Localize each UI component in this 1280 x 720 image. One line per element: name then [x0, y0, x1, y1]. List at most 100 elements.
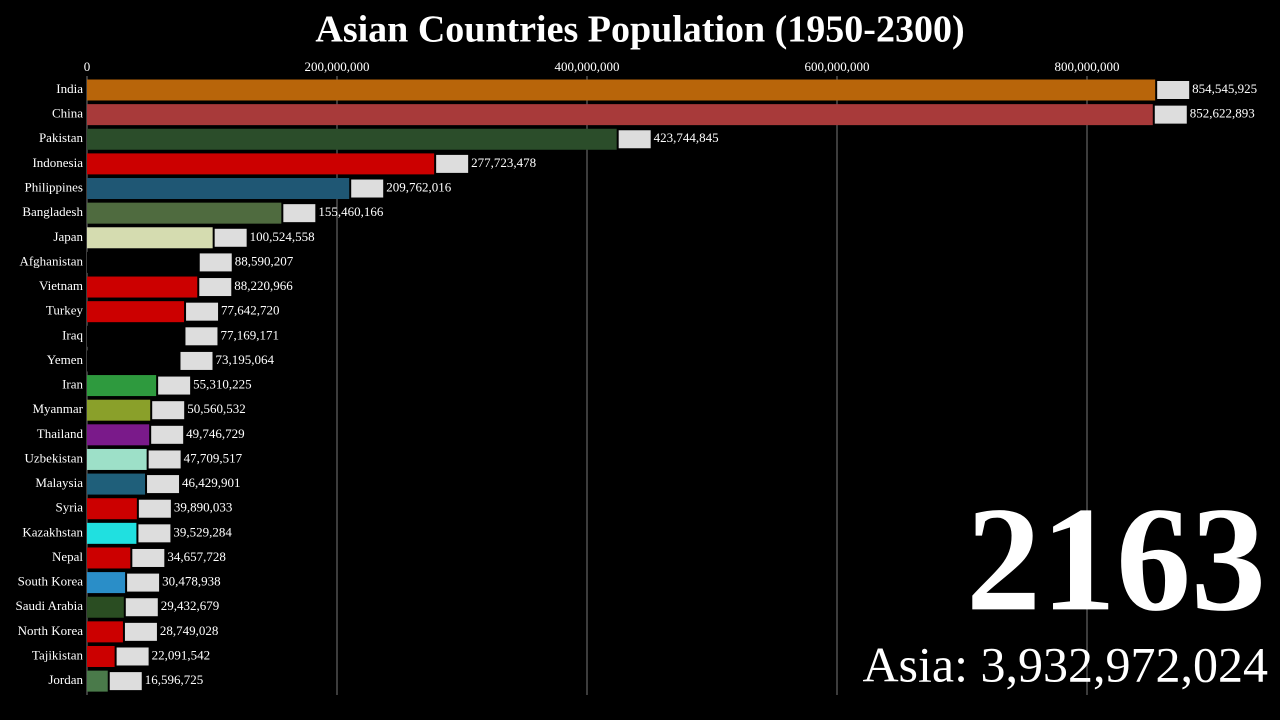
bar: [87, 670, 108, 692]
x-tick-label: 800,000,000: [1055, 59, 1120, 74]
y-tick-label: Japan: [53, 229, 83, 244]
value-label: 77,642,720: [221, 303, 280, 318]
bar: [87, 276, 198, 298]
bar: [87, 473, 146, 495]
bar: [87, 498, 137, 520]
y-tick-label: Malaysia: [35, 475, 83, 490]
flag: [124, 622, 157, 641]
x-tick-label: 600,000,000: [805, 59, 870, 74]
y-tick-label: Nepal: [52, 549, 83, 564]
value-label: 39,890,033: [174, 500, 233, 515]
flag: [158, 376, 191, 395]
flag: [214, 228, 247, 247]
flag: [199, 278, 232, 297]
value-label: 209,762,016: [386, 180, 452, 195]
flag: [180, 351, 213, 370]
y-tick-label: Vietnam: [39, 278, 83, 293]
value-label: 854,545,925: [1192, 81, 1257, 96]
bar: [87, 79, 1156, 101]
value-label: 423,744,845: [654, 130, 719, 145]
y-tick-label: Bangladesh: [22, 204, 83, 219]
bar: [87, 153, 435, 175]
flag: [1157, 81, 1190, 99]
bar: [87, 202, 282, 224]
y-tick-label: Myanmar: [32, 401, 83, 416]
y-tick-label: Kazakhstan: [22, 524, 83, 539]
value-label: 22,091,542: [152, 647, 211, 662]
bar: [87, 448, 147, 470]
y-tick-label: Afghanistan: [19, 253, 83, 268]
value-label: 47,709,517: [184, 450, 243, 465]
value-label: 29,432,679: [161, 598, 220, 613]
flag: [186, 302, 219, 321]
y-tick-label: Saudi Arabia: [15, 598, 83, 613]
flag: [125, 598, 158, 617]
value-label: 852,622,893: [1190, 106, 1255, 121]
flag: [148, 450, 181, 469]
y-tick-label: Iraq: [62, 327, 83, 342]
y-tick-label: Indonesia: [32, 155, 83, 170]
y-tick-label: Uzbekistan: [25, 450, 84, 465]
flag: [436, 154, 469, 173]
y-tick-label: Turkey: [46, 303, 84, 318]
value-label: 277,723,478: [471, 155, 536, 170]
y-tick-label: China: [52, 106, 83, 121]
flag: [185, 327, 218, 346]
bar: [87, 572, 126, 594]
value-label: 88,590,207: [235, 253, 294, 268]
value-label: 88,220,966: [234, 278, 293, 293]
bar: [87, 399, 151, 421]
y-tick-label: India: [56, 81, 83, 96]
bar: [87, 375, 157, 397]
y-tick-label: South Korea: [18, 574, 84, 589]
value-label: 50,560,532: [187, 401, 246, 416]
bar: [87, 227, 213, 249]
y-tick-label: Tajikistan: [32, 647, 84, 662]
flag: [152, 401, 185, 420]
flag: [132, 548, 165, 567]
flag: [618, 130, 651, 149]
y-tick-label: Iran: [62, 377, 83, 392]
bar: [87, 596, 124, 618]
y-tick-label: North Korea: [18, 623, 84, 638]
bar: [87, 350, 179, 372]
y-tick-label: Syria: [56, 500, 84, 515]
value-label: 73,195,064: [215, 352, 274, 367]
flag: [147, 475, 180, 494]
value-label: 46,429,901: [182, 475, 241, 490]
bar: [87, 325, 184, 347]
flag: [283, 204, 316, 223]
bar: [87, 104, 1153, 126]
y-tick-label: Yemen: [47, 352, 84, 367]
year-label: 2163: [966, 476, 1266, 642]
value-label: 49,746,729: [186, 426, 245, 441]
flag: [127, 573, 160, 592]
value-label: 39,529,284: [173, 524, 232, 539]
bar: [87, 424, 150, 446]
value-label: 28,749,028: [160, 623, 219, 638]
bar: [87, 301, 185, 323]
value-label: 34,657,728: [167, 549, 226, 564]
value-label: 30,478,938: [162, 574, 221, 589]
y-tick-label: Philippines: [24, 180, 83, 195]
bar: [87, 251, 198, 273]
bar: [87, 621, 123, 643]
flag: [199, 253, 232, 272]
value-label: 155,460,166: [318, 204, 384, 219]
bar: [87, 522, 137, 544]
flag: [116, 647, 149, 666]
flag: [138, 524, 171, 543]
flag: [151, 425, 184, 444]
chart-title: Asian Countries Population (1950-2300): [315, 9, 964, 51]
x-tick-label: 400,000,000: [555, 59, 620, 74]
flag: [351, 179, 384, 198]
flag: [138, 499, 171, 518]
value-label: 100,524,558: [250, 229, 315, 244]
bar: [87, 645, 115, 667]
bar: [87, 178, 350, 200]
total-label: Asia: 3,932,972,024: [862, 636, 1268, 692]
y-tick-label: Jordan: [48, 672, 83, 687]
x-tick-label: 0: [84, 59, 91, 74]
